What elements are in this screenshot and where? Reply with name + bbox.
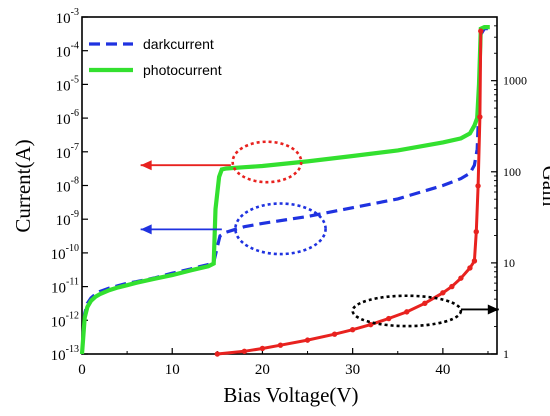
y-tick-label: 10-4 xyxy=(56,41,79,61)
y-tick-exponent: -10 xyxy=(66,243,79,254)
x-tick-label: 0 xyxy=(78,362,86,378)
y-tick-base: 10 xyxy=(56,213,71,229)
gain-point xyxy=(214,351,221,357)
gain-point xyxy=(241,348,248,355)
y-tick-label: 10-9 xyxy=(56,209,79,229)
x-tick-label: 10 xyxy=(165,362,180,378)
y2-axis-title: Gain xyxy=(538,166,550,207)
annotation-ellipse xyxy=(231,140,303,184)
series-line-gain xyxy=(217,31,483,356)
y-tick-label: 10-12 xyxy=(51,310,79,330)
y2-tick-label: 10 xyxy=(503,256,515,270)
y-tick-base: 10 xyxy=(56,45,71,61)
y-tick-base: 10 xyxy=(51,281,66,297)
y-tick-exponent: -6 xyxy=(71,108,79,119)
x-tick-label: 20 xyxy=(255,362,270,378)
gain-point xyxy=(331,331,338,337)
gain-point xyxy=(277,342,284,348)
x-tick-label: 40 xyxy=(435,362,450,378)
y-axis-title: Current(A) xyxy=(11,139,35,232)
y-tick-base: 10 xyxy=(51,314,66,330)
plot-area: 0 10 20 30 4010-1310-1210-1110-1010-910-810-… xyxy=(51,7,527,378)
x-axis-title: Bias Voltage(V) xyxy=(223,383,358,407)
gain-point xyxy=(449,283,455,290)
y-tick-label: 10-7 xyxy=(56,142,79,162)
gain-point xyxy=(386,315,392,322)
annotation-arrow-head xyxy=(487,304,499,315)
y-tick-label: 10-3 xyxy=(56,7,79,27)
y-tick-base: 10 xyxy=(56,78,71,94)
y-tick-base: 10 xyxy=(56,11,71,27)
gain-point xyxy=(477,114,483,120)
y-tick-label: 10-10 xyxy=(51,243,79,263)
annotation-ellipse xyxy=(351,294,463,328)
y-tick-exponent: -4 xyxy=(71,41,79,52)
gain-point xyxy=(304,337,311,343)
gain-point xyxy=(473,228,479,235)
legend-label-photocurrent: photocurrent xyxy=(143,62,222,78)
y-tick-base: 10 xyxy=(56,180,71,196)
y-tick-exponent: -12 xyxy=(66,310,79,321)
annotation-ellipse xyxy=(234,202,327,256)
gain-point xyxy=(404,309,410,315)
y-tick-label: 10-6 xyxy=(56,108,79,128)
y-tick-exponent: -11 xyxy=(66,277,79,288)
gain-point xyxy=(422,300,428,307)
y-tick-label: 10-13 xyxy=(51,344,79,364)
y-tick-exponent: -9 xyxy=(71,209,79,220)
gain-point xyxy=(458,275,464,281)
axis-titles: Bias Voltage(V) Current(A) Gain xyxy=(11,139,550,407)
gain-point xyxy=(259,345,266,352)
y2-tick-label: 1 xyxy=(503,347,509,361)
gain-point xyxy=(478,28,484,34)
legend: darkcurrent photocurrent xyxy=(89,36,222,78)
gain-point xyxy=(471,258,478,264)
y-tick-base: 10 xyxy=(56,146,71,162)
y-tick-base: 10 xyxy=(56,112,71,128)
series-line-darkcurrent xyxy=(80,27,490,355)
gain-point xyxy=(467,265,473,271)
y-tick-exponent: -3 xyxy=(71,7,79,18)
annotation-arrow-head xyxy=(140,160,152,171)
y-tick-exponent: -13 xyxy=(66,344,79,355)
gain-point xyxy=(440,290,446,296)
gain-point xyxy=(349,326,356,333)
x-tick-label: 30 xyxy=(345,362,360,378)
y-tick-label: 10-11 xyxy=(51,277,79,297)
gain-point xyxy=(475,183,481,189)
legend-label-darkcurrent: darkcurrent xyxy=(143,36,214,52)
series-line-photocurrent xyxy=(79,25,490,355)
y2-tick-label: 1000 xyxy=(503,74,527,88)
gain-point xyxy=(367,321,374,328)
y-tick-base: 10 xyxy=(51,247,66,263)
y-tick-exponent: -8 xyxy=(71,176,79,187)
y-tick-exponent: -5 xyxy=(71,74,79,85)
annotation-arrow-head xyxy=(140,224,152,235)
y2-tick-label: 100 xyxy=(503,165,521,179)
y-tick-label: 10-8 xyxy=(56,176,79,196)
y-tick-base: 10 xyxy=(51,348,66,364)
y-tick-label: 10-5 xyxy=(56,74,79,94)
y-tick-exponent: -7 xyxy=(71,142,79,153)
